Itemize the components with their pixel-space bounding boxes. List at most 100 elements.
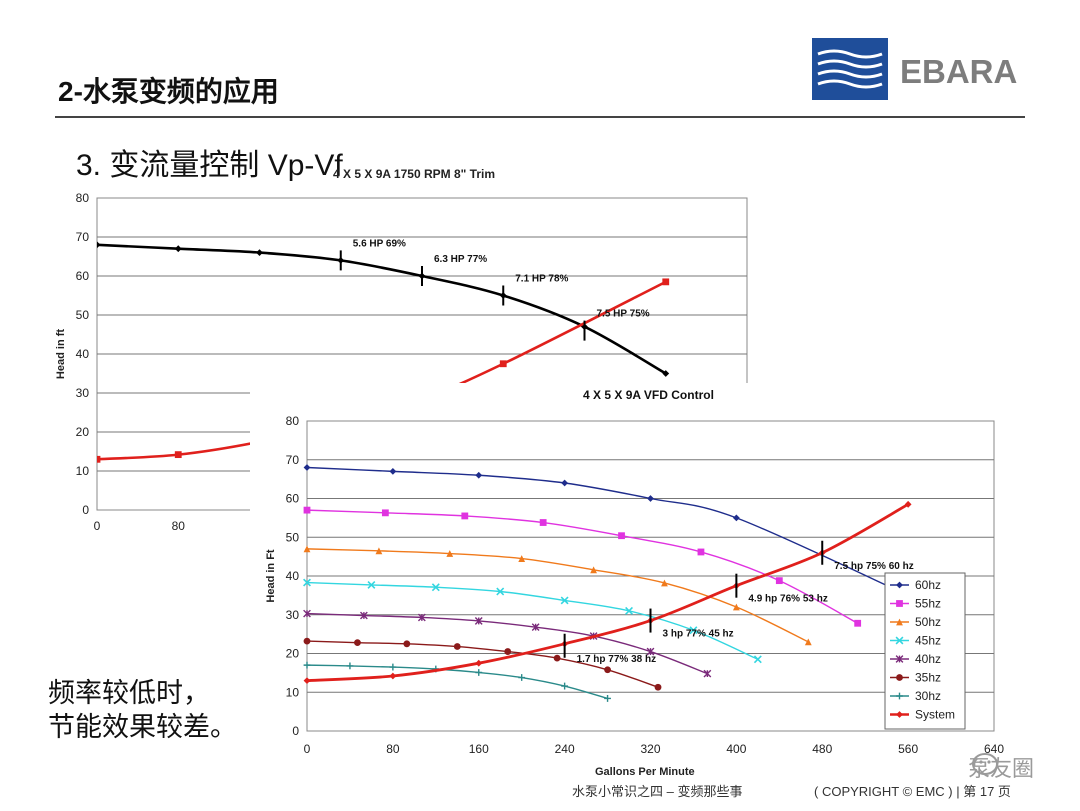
data-point xyxy=(256,249,263,256)
legend-marker xyxy=(896,618,903,626)
data-point xyxy=(518,555,526,562)
data-point xyxy=(97,241,101,249)
data-point xyxy=(474,617,483,625)
data-point xyxy=(303,609,311,618)
x-tick-label: 80 xyxy=(172,519,186,533)
data-point xyxy=(461,512,469,520)
data-point xyxy=(381,509,389,517)
x-axis-label: Gallons Per Minute xyxy=(595,766,695,778)
legend-label: 50hz xyxy=(915,615,941,629)
data-point xyxy=(303,578,311,587)
legend: 60hz 55hz 50hz 45hz 40hz 35hz 30hz System xyxy=(884,572,966,730)
data-point xyxy=(367,580,376,589)
y-tick-label: 30 xyxy=(76,386,90,400)
legend-label: 55hz xyxy=(915,597,941,611)
y-tick-label: 20 xyxy=(286,647,300,661)
data-point xyxy=(804,638,812,646)
data-point xyxy=(354,639,361,647)
series-line-45hz xyxy=(306,581,759,660)
chart-title: 4 X 5 X 9A VFD Control xyxy=(583,388,714,402)
data-point xyxy=(359,611,368,620)
data-point xyxy=(661,579,668,587)
operating-point-label: 1.7 hp 77% 38 hz xyxy=(577,654,656,665)
series-line-system xyxy=(306,503,909,683)
data-point xyxy=(561,479,569,487)
y-tick-label: 80 xyxy=(286,414,300,428)
x-tick-label: 480 xyxy=(812,742,832,756)
y-tick-label: 50 xyxy=(76,308,90,322)
y-tick-label: 0 xyxy=(292,724,299,738)
data-point xyxy=(618,532,625,540)
data-point xyxy=(561,682,569,690)
data-point xyxy=(97,455,101,463)
x-tick-label: 400 xyxy=(726,742,746,756)
y-tick-label: 70 xyxy=(286,453,300,467)
data-point xyxy=(303,661,311,669)
data-point xyxy=(446,550,454,557)
data-point xyxy=(647,495,654,502)
y-tick-label: 10 xyxy=(286,685,300,699)
section-subtitle: 3. 变流量控制 Vp-Vf xyxy=(76,149,343,182)
legend-label: System xyxy=(915,708,955,722)
series-line-50hz xyxy=(306,548,809,643)
data-point xyxy=(732,514,740,522)
legend-label: 40hz xyxy=(915,652,941,666)
data-point xyxy=(375,547,383,555)
series-line-30hz xyxy=(306,664,608,700)
x-tick-label: 80 xyxy=(386,742,400,756)
legend-marker xyxy=(896,600,903,607)
logo-wordmark: EBARA xyxy=(900,53,1017,90)
legend-marker xyxy=(896,581,903,589)
y-tick-label: 10 xyxy=(76,464,90,478)
y-tick-label: 20 xyxy=(76,425,90,439)
data-point xyxy=(403,640,411,648)
operating-point-label: 3 hp 77% 45 hz xyxy=(663,629,734,640)
legend-marker xyxy=(896,692,903,700)
data-point xyxy=(662,278,670,286)
x-tick-label: 560 xyxy=(898,742,918,756)
operating-point-label: 7.5 HP 75% xyxy=(597,309,650,320)
y-tick-label: 80 xyxy=(76,191,90,205)
note-line-2: 节能效果较差。 xyxy=(48,712,237,742)
data-point xyxy=(689,626,698,635)
data-point xyxy=(518,674,526,681)
ebara-logo: EBARA xyxy=(812,38,1017,100)
series-line-40hz xyxy=(306,612,708,675)
legend-box xyxy=(884,572,966,730)
title-divider xyxy=(55,116,1025,118)
y-axis-label: Head in Ft xyxy=(265,549,277,603)
footer-left: 水泵小常识之四 – 变频那些事 xyxy=(572,784,743,799)
data-point xyxy=(646,647,655,656)
data-point xyxy=(174,451,182,459)
data-point xyxy=(303,545,311,553)
data-point xyxy=(854,619,862,627)
x-tick-label: 320 xyxy=(640,742,660,756)
operating-point-label: 6.3 HP 77% xyxy=(434,254,487,265)
vfd-chart: 0 10 20 30 40 50 60 70 80 0 80 160 240 320 400 480 560 64… xyxy=(250,383,1010,783)
y-tick-label: 40 xyxy=(76,347,90,361)
data-point xyxy=(389,672,397,680)
data-point xyxy=(417,613,426,622)
series-line xyxy=(97,243,667,375)
note-line-1: 频率较低时， xyxy=(48,678,210,708)
data-point xyxy=(431,583,440,592)
data-point xyxy=(303,506,311,514)
slide-title: 2-水泵变频的应用 xyxy=(58,76,279,107)
operating-point-label: 7.1 HP 78% xyxy=(515,274,568,285)
legend-marker xyxy=(896,711,903,718)
data-point xyxy=(303,637,311,645)
data-point xyxy=(539,519,547,526)
data-point xyxy=(625,606,633,615)
operating-point-label: 7.5 hp 75% 60 hz xyxy=(834,561,913,572)
data-point xyxy=(174,245,182,253)
data-point xyxy=(389,663,397,671)
data-point xyxy=(654,683,662,691)
conclusion-note: 频率较低时， 节能效果较差。 xyxy=(48,676,237,744)
data-point xyxy=(697,548,705,556)
data-point xyxy=(553,654,561,662)
y-axis-label: Head in ft xyxy=(55,329,67,379)
plot-series xyxy=(303,464,912,702)
footer-right: ( COPYRIGHT © EMC ) | 第 17 页 xyxy=(814,784,1011,799)
series-line-35hz xyxy=(306,640,659,688)
legend-label: 45hz xyxy=(915,634,941,648)
